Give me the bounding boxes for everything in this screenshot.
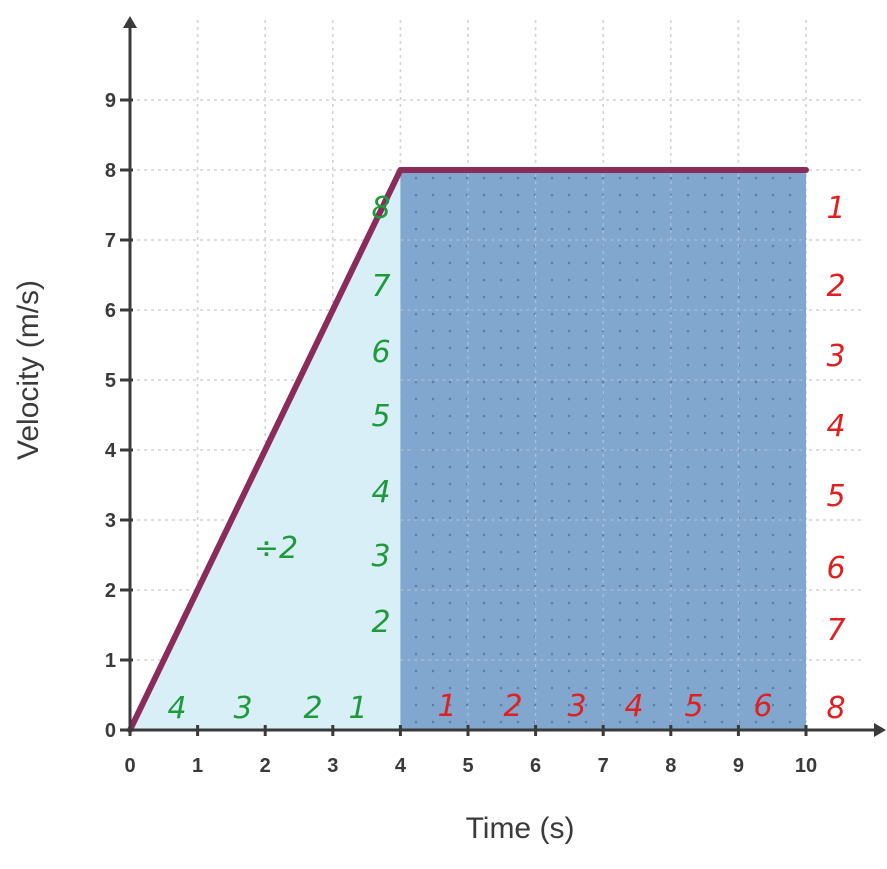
shaded-regions <box>130 170 806 730</box>
x-tick-label: 1 <box>192 755 203 777</box>
red-width-count: 6 <box>753 689 772 724</box>
green-base-count: 3 <box>233 691 252 726</box>
y-tick-label: 8 <box>105 160 116 182</box>
red-width-count: 4 <box>624 689 643 724</box>
red-height-count: 6 <box>826 551 845 586</box>
green-base-count: 1 <box>348 691 367 726</box>
red-width-count: 1 <box>437 689 456 724</box>
red-width-count: 5 <box>684 689 703 724</box>
x-tick-label: 3 <box>327 755 338 777</box>
x-tick-label: 9 <box>733 755 744 777</box>
y-tick-label: 9 <box>105 90 116 112</box>
x-axis-arrow <box>874 723 886 737</box>
green-height-count: 3 <box>371 539 390 574</box>
x-tick-label: 10 <box>795 755 817 777</box>
y-tick-label: 5 <box>105 370 116 392</box>
y-axis-title: Velocity (m/s) <box>12 280 45 460</box>
x-tick-label: 4 <box>395 755 407 777</box>
y-tick-label: 7 <box>105 230 116 252</box>
red-height-count: 5 <box>826 479 845 514</box>
y-tick-label: 0 <box>105 720 116 742</box>
y-tick-label: 6 <box>105 300 116 322</box>
green-height-count: 8 <box>371 191 390 226</box>
green-base-count: 2 <box>303 691 322 726</box>
series-line <box>127 167 809 733</box>
axes <box>120 16 886 737</box>
green-height-count: 4 <box>371 475 390 510</box>
red-width-count: 2 <box>503 689 522 724</box>
red-width-count: 3 <box>567 689 586 724</box>
red-height-count: 1 <box>826 191 845 226</box>
x-tick-labels: 0 1 2 3 4 5 6 7 8 9 10 <box>124 755 817 777</box>
x-tick-label: 5 <box>462 755 473 777</box>
green-base-count: 4 <box>167 691 186 726</box>
green-height-count: 7 <box>371 269 390 304</box>
x-tick-label: 8 <box>665 755 676 777</box>
red-height-count: 2 <box>826 269 845 304</box>
y-tick-label: 3 <box>105 510 116 532</box>
y-axis-arrow <box>123 16 137 28</box>
red-height-count: 3 <box>826 339 845 374</box>
red-height-count: 8 <box>826 691 845 726</box>
x-tick-label: 2 <box>260 755 271 777</box>
x-tick-label: 0 <box>124 755 135 777</box>
y-tick-label: 1 <box>105 650 116 672</box>
x-tick-label: 6 <box>530 755 541 777</box>
x-tick-label: 7 <box>598 755 609 777</box>
y-tick-label: 4 <box>105 440 117 462</box>
red-height-count: 7 <box>826 613 845 648</box>
x-axis-title: Time (s) <box>466 812 575 845</box>
red-height-count: 4 <box>826 409 845 444</box>
green-height-count: 2 <box>371 605 390 640</box>
green-divide-note: ÷2 <box>254 531 298 566</box>
y-tick-label: 2 <box>105 580 116 602</box>
green-height-count: 6 <box>371 335 390 370</box>
y-tick-labels: 0 1 2 3 4 5 6 7 8 9 <box>105 90 117 742</box>
green-height-count: 5 <box>371 399 390 434</box>
velocity-series <box>127 167 809 733</box>
